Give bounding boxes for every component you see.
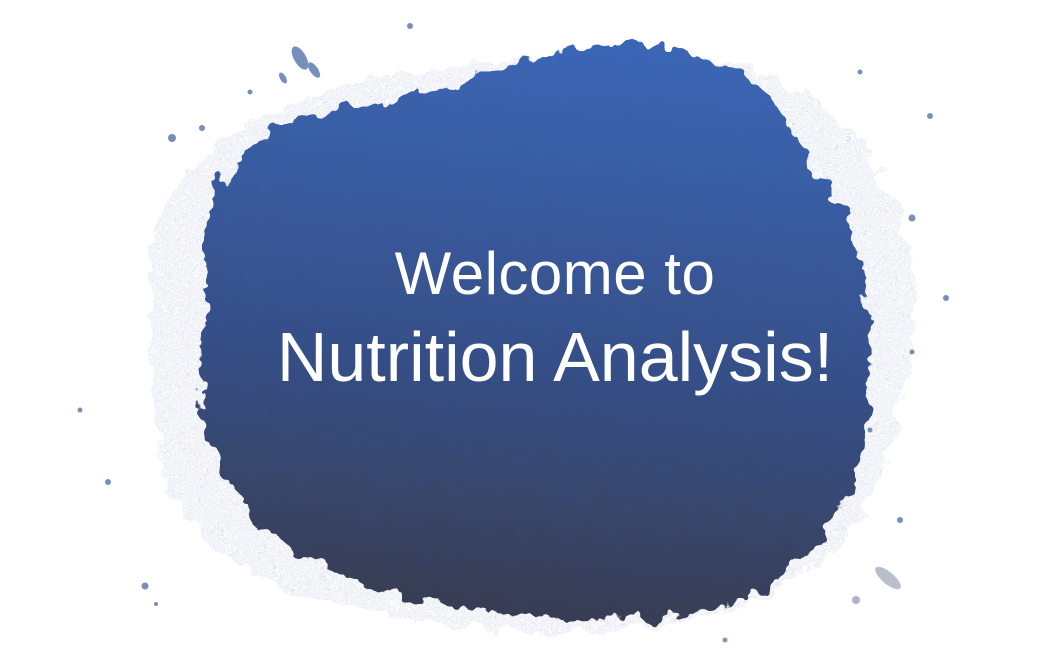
paint-speckles: [77, 23, 949, 643]
title-line-nutrition-analysis: Nutrition Analysis!: [276, 318, 834, 396]
paint-blob: [200, 44, 870, 621]
slide-title: Welcome to Nutrition Analysis!: [220, 236, 890, 400]
title-line-welcome: Welcome to: [394, 240, 716, 307]
